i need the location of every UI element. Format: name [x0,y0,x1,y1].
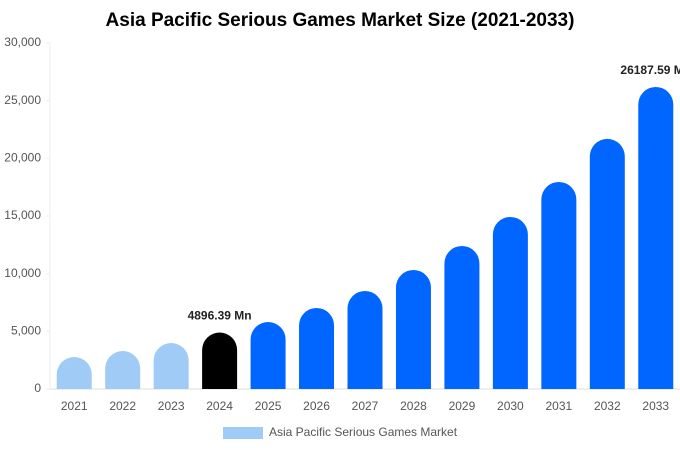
y-tick-label: 10,000 [4,266,41,280]
x-tick-label: 2023 [158,399,185,413]
y-tick-label: 15,000 [4,208,41,222]
x-tick-label: 2033 [642,399,669,413]
bar [492,216,528,389]
bar [56,357,92,389]
bar [105,350,141,389]
x-tick-label: 2025 [255,399,282,413]
legend-label: Asia Pacific Serious Games Market [269,425,458,439]
x-tick-label: 2028 [400,399,427,413]
bar [589,138,625,389]
x-tick-label: 2024 [206,399,233,413]
x-tick-label: 2021 [61,399,88,413]
y-tick-label: 0 [34,381,41,395]
bar [347,290,383,389]
bar [444,245,480,389]
legend-swatch [223,427,263,439]
bar [250,321,286,389]
x-tick-label: 2027 [352,399,379,413]
data-label: 26187.59 Mn [620,63,680,77]
bar [395,269,431,389]
x-tick-label: 2026 [303,399,330,413]
bar [299,307,335,389]
y-tick-label: 25,000 [4,93,41,107]
y-tick-label: 5,000 [11,324,41,338]
x-tick-label: 2022 [109,399,136,413]
bar [202,332,238,389]
x-tick-label: 2032 [594,399,621,413]
x-tick-label: 2029 [449,399,476,413]
bar [541,181,577,389]
bar [153,342,189,389]
data-label: 4896.39 Mn [188,309,252,323]
y-tick-label: 30,000 [4,35,41,49]
y-tick-label: 20,000 [4,151,41,165]
chart-title: Asia Pacific Serious Games Market Size (… [106,10,575,31]
bar [638,86,674,390]
x-tick-label: 2031 [545,399,572,413]
x-tick-label: 2030 [497,399,524,413]
